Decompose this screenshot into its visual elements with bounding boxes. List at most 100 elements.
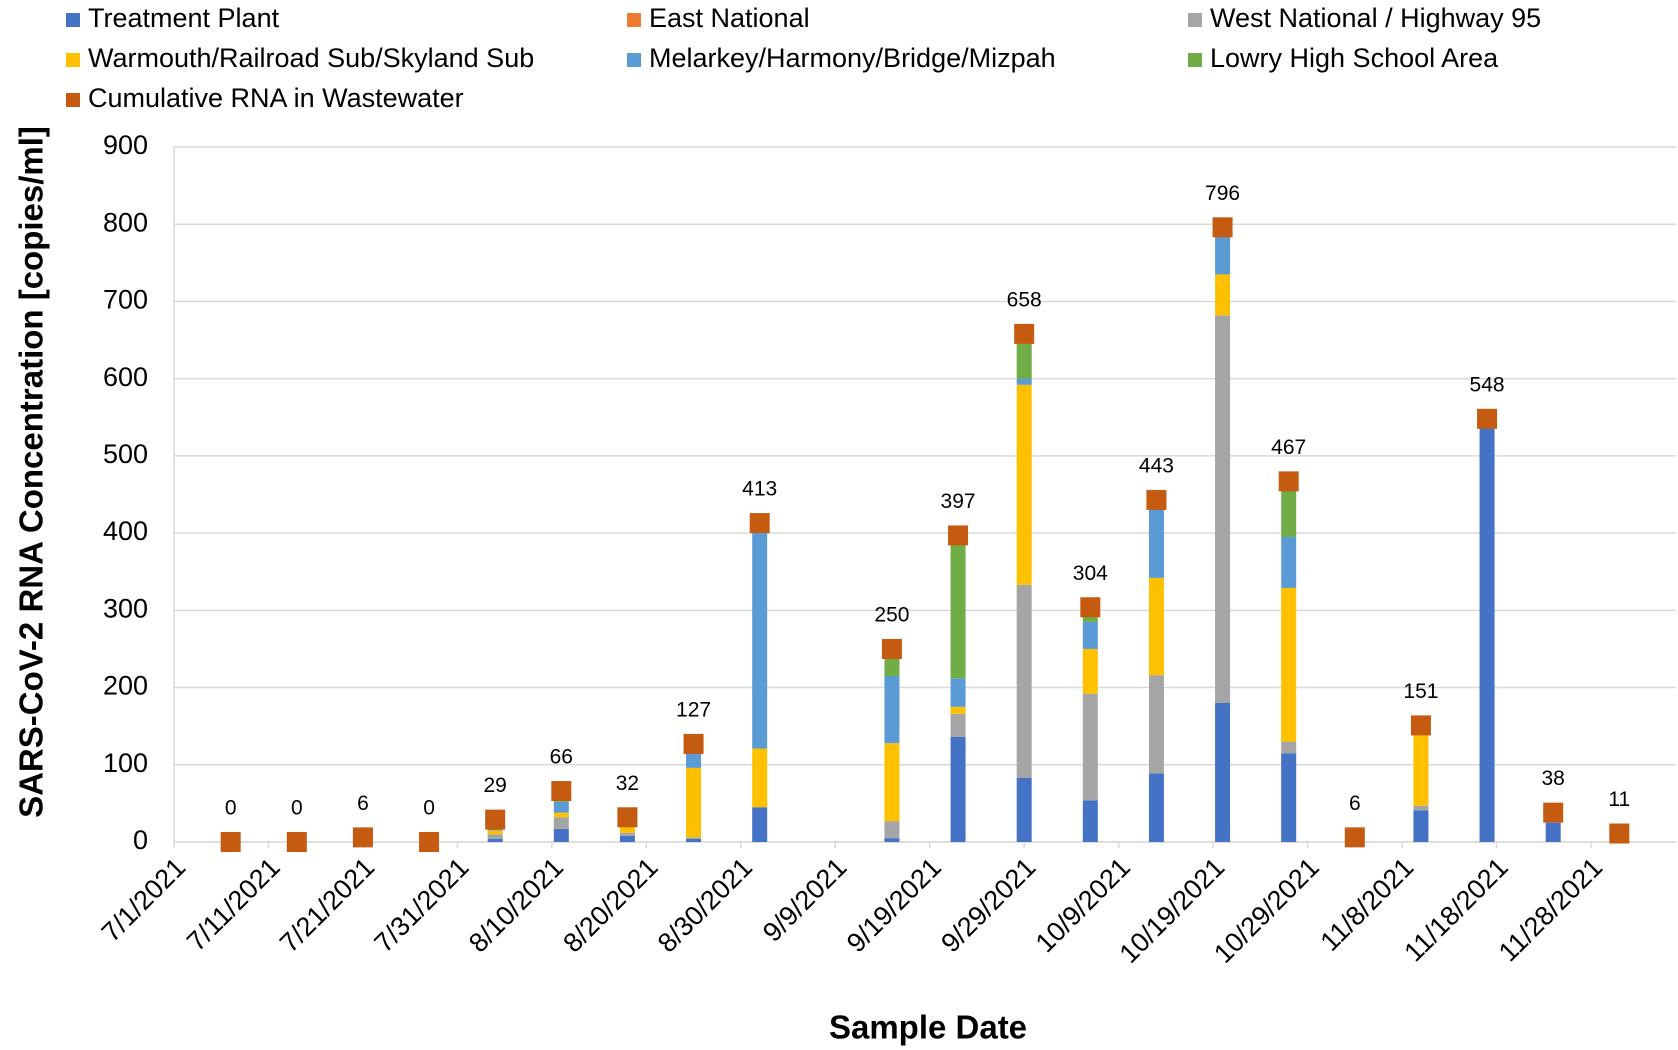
bar-segment bbox=[619, 835, 635, 842]
x-tick-label: 9/19/2021 bbox=[841, 852, 947, 958]
bar-segment bbox=[1148, 773, 1164, 842]
bar-segment bbox=[553, 828, 569, 842]
x-tick-label: 9/29/2021 bbox=[935, 852, 1041, 958]
bar-segment bbox=[1215, 703, 1231, 842]
cumulative-marker bbox=[286, 832, 307, 852]
bar-segment bbox=[553, 801, 569, 813]
x-tick-label: 7/21/2021 bbox=[274, 852, 380, 958]
bar-segment bbox=[1016, 378, 1032, 385]
bar-segment bbox=[1413, 805, 1429, 811]
cumulative-marker bbox=[419, 832, 440, 852]
bar-segment bbox=[884, 838, 900, 842]
bar-segment bbox=[950, 706, 966, 714]
bar-segment bbox=[1479, 418, 1495, 842]
data-label: 548 bbox=[1470, 373, 1505, 396]
cumulative-marker bbox=[1543, 802, 1564, 823]
legend-label: East National bbox=[649, 3, 810, 33]
bar-segment bbox=[884, 743, 900, 822]
legend-swatch bbox=[1188, 53, 1202, 67]
y-tick-label: 900 bbox=[103, 130, 148, 160]
cumulative-marker bbox=[1146, 489, 1167, 510]
bar-segment bbox=[553, 812, 569, 818]
bar-segment bbox=[686, 767, 702, 838]
bar-segment bbox=[1082, 693, 1098, 801]
x-tick-label: 11/28/2021 bbox=[1493, 852, 1608, 967]
bar-segment bbox=[1148, 507, 1164, 578]
bar-segment bbox=[1082, 800, 1098, 842]
data-label: 413 bbox=[742, 478, 777, 501]
bar-segment bbox=[884, 821, 900, 839]
bar-segment bbox=[884, 675, 900, 744]
bar-segment bbox=[1082, 621, 1098, 649]
bar-segment bbox=[950, 736, 966, 842]
x-tick-label: 9/9/2021 bbox=[757, 852, 853, 948]
cumulative-marker bbox=[551, 781, 572, 802]
bar-segment bbox=[686, 838, 702, 842]
bar-segment bbox=[487, 830, 503, 835]
y-axis-title: SARS-CoV-2 RNA Concentration [copies/ml] bbox=[13, 126, 50, 818]
bar-segment bbox=[1016, 777, 1032, 842]
legend-swatch bbox=[627, 53, 641, 67]
legend-swatch bbox=[66, 13, 80, 27]
y-tick-label: 100 bbox=[103, 748, 148, 778]
y-tick-label: 400 bbox=[103, 516, 148, 546]
x-tick-label: 7/1/2021 bbox=[96, 852, 192, 948]
legend-swatch bbox=[627, 13, 641, 27]
data-label: 6 bbox=[357, 792, 369, 815]
cumulative-marker bbox=[1344, 827, 1365, 848]
bar-segment bbox=[1281, 536, 1297, 588]
bar-segment bbox=[553, 817, 569, 829]
data-label: 29 bbox=[484, 774, 507, 797]
cumulative-marker bbox=[220, 832, 241, 852]
x-axis-title: Sample Date bbox=[829, 1009, 1027, 1046]
bar-segment bbox=[752, 807, 768, 842]
bar-segment bbox=[686, 752, 702, 768]
bar-segment bbox=[1281, 753, 1297, 842]
data-label: 127 bbox=[676, 698, 711, 721]
bar-segment bbox=[1215, 315, 1231, 703]
bar-segment bbox=[619, 825, 635, 833]
bar-segment bbox=[1281, 741, 1297, 754]
legend-label: Lowry High School Area bbox=[1210, 43, 1499, 73]
cumulative-marker bbox=[1278, 471, 1299, 492]
legend-label: Treatment Plant bbox=[88, 3, 280, 33]
x-tick-label: 8/20/2021 bbox=[557, 852, 663, 958]
bar-segment bbox=[1215, 274, 1231, 316]
bar-segment bbox=[950, 713, 966, 737]
bar-segment bbox=[1016, 584, 1032, 778]
bar-segment bbox=[487, 838, 503, 842]
legend-label: Cumulative RNA in Wastewater bbox=[88, 83, 464, 113]
bar-segment bbox=[1082, 648, 1098, 694]
bar-segment bbox=[686, 837, 702, 839]
legend-swatch bbox=[66, 53, 80, 67]
bar-segment bbox=[752, 748, 768, 808]
cumulative-marker bbox=[1477, 408, 1498, 429]
legend-label: West National / Highway 95 bbox=[1210, 3, 1541, 33]
data-label: 658 bbox=[1007, 288, 1042, 311]
data-label: 796 bbox=[1205, 182, 1240, 205]
bar-segment bbox=[1545, 822, 1561, 842]
data-label: 0 bbox=[225, 797, 237, 820]
y-tick-label: 800 bbox=[103, 207, 148, 237]
legend-label: Melarkey/Harmony/Bridge/Mizpah bbox=[649, 43, 1056, 73]
y-tick-label: 200 bbox=[103, 671, 148, 701]
bar-segment bbox=[619, 832, 635, 836]
bar-segment bbox=[752, 530, 768, 749]
cumulative-marker bbox=[1014, 323, 1035, 344]
cumulative-marker bbox=[881, 638, 902, 659]
cumulative-marker bbox=[485, 809, 506, 830]
legend-label: Warmouth/Railroad Sub/Skyland Sub bbox=[88, 43, 534, 73]
cumulative-marker bbox=[1609, 823, 1630, 844]
legend-swatch bbox=[1188, 13, 1202, 27]
bar-segment bbox=[1413, 733, 1429, 806]
data-label: 32 bbox=[616, 772, 639, 795]
cumulative-marker bbox=[1080, 597, 1101, 618]
bar-segment bbox=[1413, 810, 1429, 842]
bar-segment bbox=[1281, 587, 1297, 742]
cumulative-marker bbox=[617, 807, 638, 828]
data-label: 6 bbox=[1349, 792, 1361, 815]
cumulative-marker bbox=[1212, 217, 1233, 238]
bar-segment bbox=[1016, 384, 1032, 585]
data-label: 66 bbox=[550, 746, 573, 769]
data-label: 443 bbox=[1139, 454, 1174, 477]
